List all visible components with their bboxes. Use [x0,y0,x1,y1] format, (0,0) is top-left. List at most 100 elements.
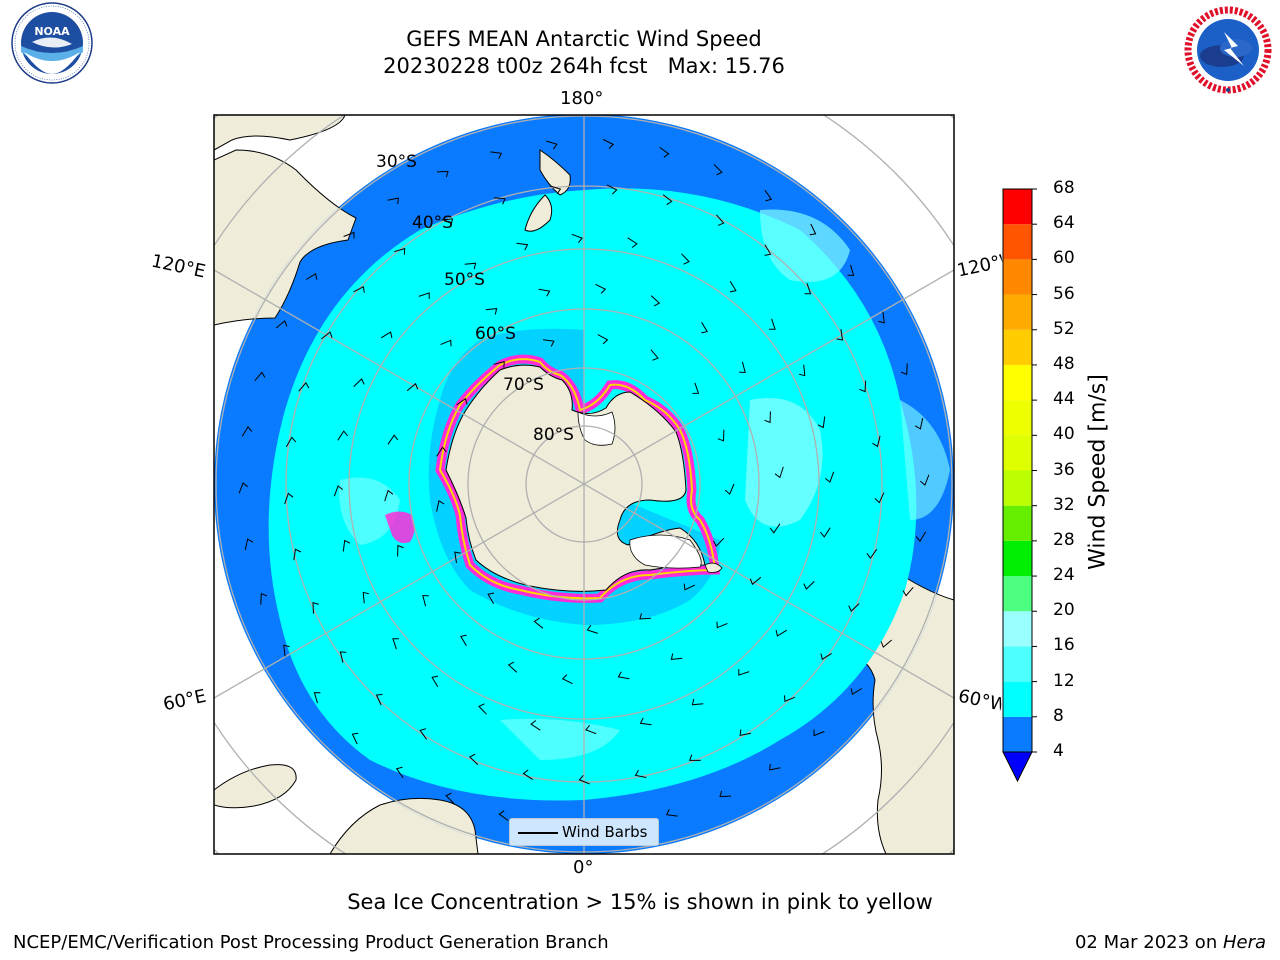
lat-label-50s: 50°S [444,270,485,290]
wind-barb [542,339,555,347]
wind-barb [284,492,294,505]
wind-barb [260,592,268,605]
chart-subtitle-forecast: 20230228 t00z 264h fcst Max: 15.76 [383,54,785,78]
colorbar-label: Wind Speed [m/s] [1085,374,1111,570]
wind-barb [384,489,394,502]
colorbar-tick-label: 40 [1053,424,1075,445]
wind-barb [650,349,659,361]
wind-barb [688,754,701,761]
wind-barb [436,446,447,457]
wind-barb [749,576,762,586]
wind-barbs [238,139,930,829]
wind-barb [343,231,355,239]
wind-barb [337,430,348,441]
wind-barb [571,233,583,244]
wind-barb [578,774,590,785]
wind-barb [724,483,735,495]
wind-barb [739,729,751,737]
wind-barb [701,321,708,334]
wind-barb [769,763,781,771]
wind-barb [394,247,406,255]
colorbar-tick-label: 4 [1053,741,1064,761]
wind-barb [353,286,365,293]
wind-barb [549,185,562,195]
wind-barb [683,583,696,591]
wind-barb [774,466,784,479]
legend-label: Wind Barbs [562,823,648,841]
wind-barb [662,194,673,206]
chart-title: GEFS MEAN Antarctic Wind Speed [406,27,762,51]
wind-barb [650,295,661,307]
wind-barb [836,329,844,341]
wind-barb [900,363,908,376]
map-frame [213,114,955,855]
wind-barb [859,380,867,393]
wind-barb [456,397,468,406]
wind-barb [333,485,344,497]
wind-barb [738,669,750,676]
colorbar-tick-label: 64 [1053,213,1075,234]
wind-barb [729,280,737,293]
wind-barb [305,273,318,280]
wind-barb [850,688,863,695]
wind-barb [321,331,333,340]
wind-barb [522,769,534,781]
wind-barb [493,360,505,368]
lat-label-60s: 60°S [475,324,516,344]
wind-barb [817,416,826,429]
wind-barb [848,603,860,612]
wind-barb [533,617,544,629]
wind-barb [283,644,290,657]
wind-barb [397,544,404,557]
wind-barb [880,639,893,648]
wind-barb [561,674,573,685]
wind-barb [485,308,498,315]
wind-barb [769,318,776,330]
wind-barb [866,548,878,560]
colorbar-tick-label: 8 [1053,705,1064,726]
sea-ice-note: Sea Ice Concentration > 15% is shown in … [347,890,933,914]
wind-barb [775,629,788,637]
wind-barb [639,717,652,726]
wind-barb [494,197,506,205]
wind-barb [380,331,393,339]
wind-barb [312,602,319,614]
wind-barb [241,426,253,437]
footer-date-text: 02 Mar 2023 on [1074,932,1223,953]
wind-barb [478,703,487,715]
wind-barb [606,184,618,195]
wind-barb [713,164,723,176]
nws-logo [1178,2,1278,102]
colorbar-tick-label: 12 [1053,670,1075,691]
wind-barb [804,283,812,295]
wind-barb [418,292,430,299]
wind-barb [431,675,439,688]
wind-barb [716,214,725,226]
wind-barb [419,728,428,740]
wind-barb [878,311,885,324]
wind-barb [603,139,615,149]
wind-barb [490,151,503,159]
wind-barb [422,594,429,607]
wind-barb [406,382,419,392]
wind-barb [798,364,806,377]
wind-barb [387,197,399,205]
colorbar-tick-label: 24 [1053,565,1075,586]
map-legend: Wind Barbs [509,818,659,846]
lat-label-70s: 70°S [503,375,544,395]
wind-barb-legend-line [518,832,558,834]
colorbar-tick-label: 32 [1053,494,1075,515]
wind-barb [847,264,855,276]
wind-barb [919,474,930,486]
graticule-grid [214,115,954,854]
wind-barb [670,653,683,660]
colorbar-tick-label: 16 [1053,635,1075,656]
wind-barb [692,382,700,394]
wind-barb [387,434,399,445]
wind-barb [764,411,771,424]
wind-barb [538,288,551,297]
wind-barb [392,638,399,650]
wind-barb [498,810,509,822]
wind-barb [298,382,310,392]
ross-ice-shelf [577,411,616,446]
